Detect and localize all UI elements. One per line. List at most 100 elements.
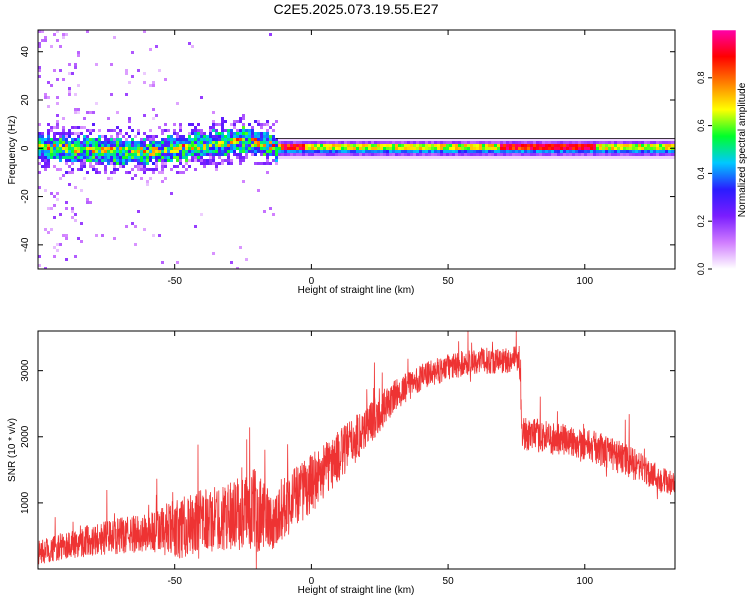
heatmap-cell	[656, 147, 659, 150]
heatmap-cell	[416, 141, 419, 144]
heatmap-cell	[386, 141, 389, 144]
heatmap-cell	[671, 141, 674, 144]
heatmap-cell	[77, 126, 80, 129]
heatmap-cell	[608, 156, 611, 159]
heatmap-cell	[146, 159, 149, 162]
heatmap-cell	[368, 144, 371, 147]
heatmap-cell	[536, 150, 539, 153]
heatmap-cell	[71, 150, 74, 153]
heatmap-cell	[140, 144, 143, 147]
heatmap-cell	[197, 159, 200, 162]
heatmap-cell	[230, 141, 233, 144]
heatmap-cell	[362, 141, 365, 144]
heatmap-cell	[44, 147, 47, 150]
heatmap-cell	[575, 144, 578, 147]
heatmap-cell	[143, 72, 146, 75]
heatmap-cell	[332, 141, 335, 144]
heatmap-cell	[632, 138, 635, 141]
heatmap-cell	[617, 138, 620, 141]
heatmap-cell	[587, 156, 590, 159]
heatmap-cell	[230, 150, 233, 153]
heatmap-cell	[296, 150, 299, 153]
heatmap-cell	[275, 138, 278, 141]
heatmap-cell	[422, 150, 425, 153]
heatmap-cell	[497, 150, 500, 153]
heatmap-cell	[458, 150, 461, 153]
heatmap-cell	[572, 144, 575, 147]
heatmap-cell	[116, 132, 119, 135]
heatmap-cell	[62, 135, 65, 138]
heatmap-cell	[479, 138, 482, 141]
heatmap-cell	[98, 147, 101, 150]
heatmap-cell	[287, 150, 290, 153]
heatmap-cell	[179, 153, 182, 156]
heatmap-cell	[635, 147, 638, 150]
heatmap-cell	[77, 111, 80, 114]
heatmap-cell	[551, 144, 554, 147]
heatmap-cell	[305, 144, 308, 147]
heatmap-cell	[482, 147, 485, 150]
heatmap-cell	[254, 144, 257, 147]
heatmap-cell	[68, 141, 71, 144]
heatmap-cell	[179, 162, 182, 165]
heatmap-cell	[101, 162, 104, 165]
heatmap-cell	[512, 147, 515, 150]
heatmap-cell	[545, 144, 548, 147]
heatmap-cell	[644, 153, 647, 156]
heatmap-cell	[593, 147, 596, 150]
heatmap-cell	[605, 138, 608, 141]
heatmap-cell	[641, 147, 644, 150]
heatmap-cell	[590, 144, 593, 147]
heatmap-cell	[503, 156, 506, 159]
heatmap-cell	[173, 129, 176, 132]
heatmap-cell	[539, 141, 542, 144]
heatmap-cell	[59, 45, 62, 48]
heatmap-cell	[344, 156, 347, 159]
heatmap-cell	[347, 147, 350, 150]
heatmap-cell	[98, 135, 101, 138]
heatmap-cell	[641, 156, 644, 159]
heatmap-cell	[566, 144, 569, 147]
heatmap-cell	[551, 141, 554, 144]
heatmap-cell	[446, 153, 449, 156]
heatmap-cell	[77, 150, 80, 153]
heatmap-cell	[182, 150, 185, 153]
heatmap-cell	[107, 141, 110, 144]
heatmap-cell	[512, 141, 515, 144]
heatmap-cell	[188, 147, 191, 150]
heatmap-cell	[194, 138, 197, 141]
heatmap-cell	[389, 153, 392, 156]
heatmap-cell	[341, 141, 344, 144]
heatmap-cell	[218, 147, 221, 150]
heatmap-cell	[269, 150, 272, 153]
heatmap-cell	[665, 138, 668, 141]
heatmap-cell	[644, 156, 647, 159]
heatmap-cell	[566, 156, 569, 159]
heatmap-cell	[41, 138, 44, 141]
heatmap-cell	[143, 138, 146, 141]
heatmap-cell	[638, 144, 641, 147]
heatmap-cell	[89, 156, 92, 159]
heatmap-cell	[617, 150, 620, 153]
heatmap-cell	[203, 150, 206, 153]
heatmap-cell	[125, 153, 128, 156]
heatmap-cell	[164, 147, 167, 150]
heatmap-cell	[104, 141, 107, 144]
snr-frame	[37, 330, 676, 570]
snr-xtick-label: 0	[309, 576, 315, 587]
heatmap-cell	[557, 153, 560, 156]
heatmap-cell	[395, 141, 398, 144]
heatmap-cell	[182, 141, 185, 144]
heatmap-cell	[59, 243, 62, 246]
heatmap-cell	[257, 123, 260, 126]
heatmap-cell	[524, 141, 527, 144]
heatmap-cell	[80, 162, 83, 165]
heatmap-cell	[212, 138, 215, 141]
heatmap-cell	[287, 147, 290, 150]
heatmap-cell	[248, 144, 251, 147]
heatmap-cell	[650, 141, 653, 144]
heatmap-cell	[278, 147, 281, 150]
heatmap-cell	[509, 144, 512, 147]
heatmap-cell	[116, 159, 119, 162]
heatmap-cell	[428, 144, 431, 147]
